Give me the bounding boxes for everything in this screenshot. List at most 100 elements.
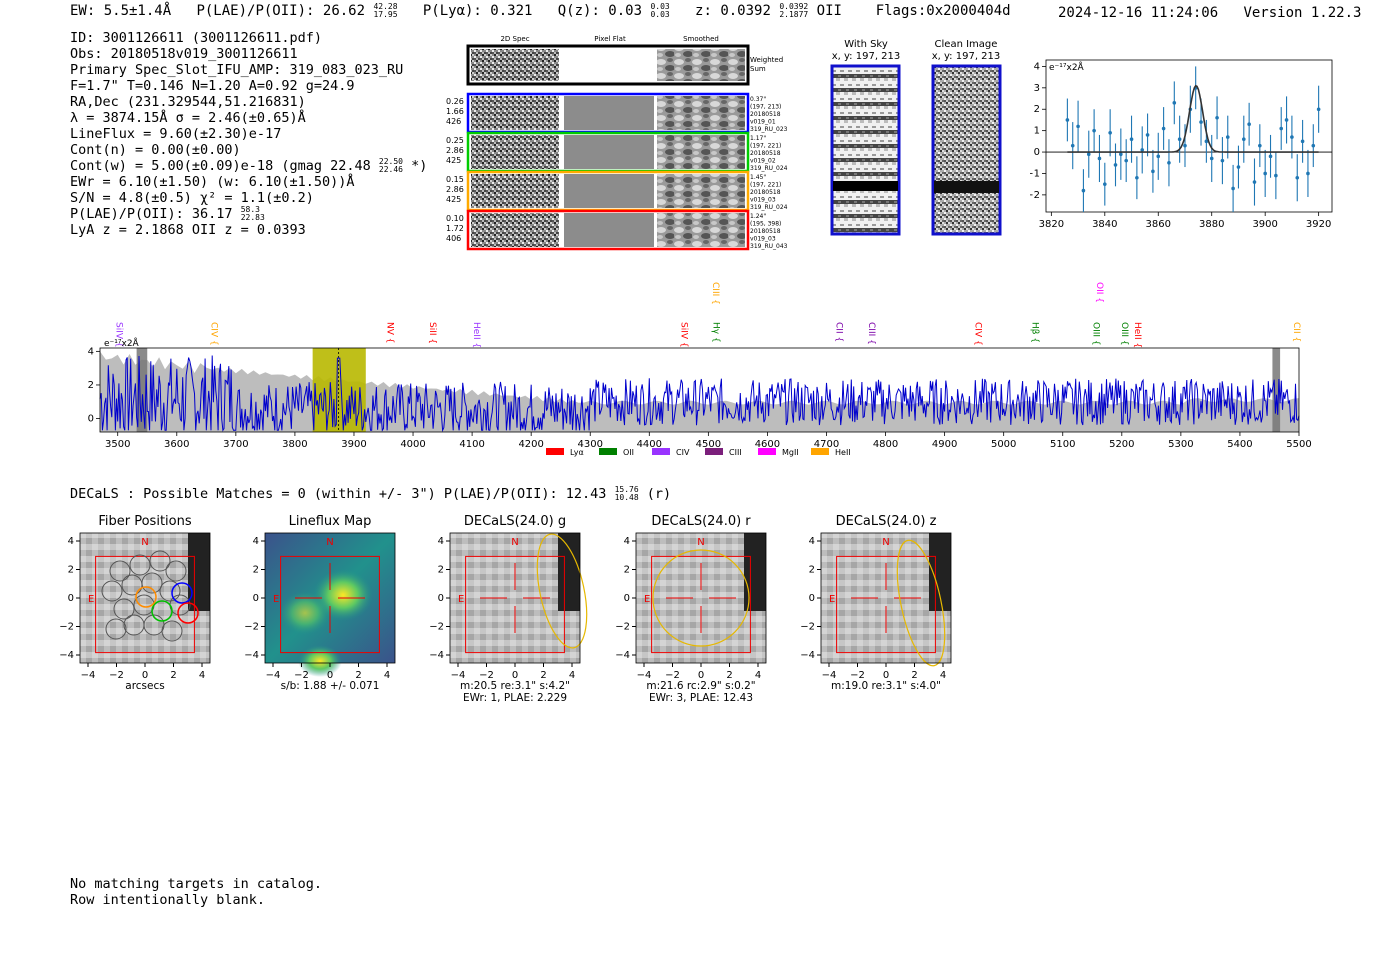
- zoom-point: [1167, 160, 1171, 165]
- info-contw-hi: 22.50: [378, 157, 403, 166]
- decals-ytick-label: −2: [59, 622, 74, 633]
- decals-caption: EWr: 3, PLAE: 12.43: [649, 692, 753, 704]
- zoom-point: [1258, 143, 1262, 148]
- zoom-point: [1140, 148, 1145, 152]
- spectrum-xtick-label: 3900: [341, 439, 366, 450]
- decals-title: DECaLS : Possible Matches = 0 (within +/…: [70, 486, 671, 503]
- aperture-box: [836, 555, 936, 654]
- cutout-right-value: 1.45": [750, 174, 766, 181]
- legend-swatch: [811, 448, 829, 455]
- decals-xtick-label: −4: [266, 670, 281, 681]
- cutout-left-value: 2.86: [446, 146, 464, 155]
- zoom-xtick-label: 3860: [1146, 219, 1171, 230]
- cutout-flat: [564, 213, 654, 247]
- cutout-right-value: v019_03: [750, 197, 776, 204]
- east-label: E: [88, 594, 94, 605]
- cutout-right-value: (197, 221): [750, 182, 781, 189]
- decals-panel-title: DECaLS(24.0) z: [836, 514, 937, 529]
- decals-ytick-label: 4: [68, 536, 74, 547]
- spectrum-xtick-label: 4900: [932, 439, 957, 450]
- cutout-2d: [471, 174, 559, 208]
- decals-xtick-label: 2: [355, 670, 361, 681]
- header-plae: P(LAE)/P(OII): 26.62: [196, 3, 366, 19]
- line-label: OIII {: [1090, 322, 1100, 346]
- line-label: SiIV {: [679, 322, 689, 348]
- north-label: N: [511, 537, 518, 548]
- line-label-group: SiII {: [427, 322, 437, 344]
- cutout-right-value: v019_03: [750, 236, 776, 243]
- decals-xtick-label: −4: [81, 670, 96, 681]
- zoom-ylabel: e⁻¹⁷x2Å: [1049, 61, 1085, 73]
- cutout-left-value: 0.25: [446, 136, 464, 145]
- cutout-2d: [471, 96, 559, 130]
- fiber-highlight: [135, 586, 157, 608]
- zoom-point: [1316, 107, 1321, 112]
- spectrum-frame: [99, 347, 1300, 433]
- header-flags: Flags:0x2000404d: [875, 3, 1011, 19]
- zoom-xtick-label: 3880: [1199, 219, 1224, 230]
- zoom-point: [1177, 137, 1182, 142]
- zoom-point: [1247, 122, 1251, 127]
- spectral-line-labels: SiIV {CIV {NV {SiII {HeII {CIII {SiIV {H…: [113, 282, 1301, 348]
- weighted-2d: [471, 49, 559, 81]
- line-label-group: OIII {: [1119, 322, 1129, 346]
- line-label-group: HeII {: [1132, 322, 1142, 348]
- with-sky-dark-band: [833, 181, 898, 191]
- cutout-flat: [564, 174, 654, 208]
- aperture-box: [651, 555, 751, 654]
- decals-panel-title: DECaLS(24.0) g: [464, 514, 566, 529]
- legend-label: CIII: [729, 448, 742, 457]
- decals-ytick-label: 0: [253, 593, 259, 604]
- decals-ytick-label: 0: [438, 593, 444, 604]
- zoom-point: [1199, 120, 1203, 124]
- cutout-left-value: 406: [446, 234, 461, 243]
- decals-ytick-label: −4: [244, 650, 259, 661]
- cutout-flat: [564, 96, 654, 130]
- decals-xtick-label: 2: [726, 670, 732, 681]
- legend-swatch: [758, 448, 776, 455]
- fiber-circle: [109, 560, 131, 582]
- cutout-right-value: 319_RU_024: [750, 165, 788, 172]
- aperture-box: [465, 555, 565, 654]
- info-id: ID: 3001126611 (3001126611.pdf): [70, 30, 322, 46]
- cutout-left-value: 0.26: [446, 97, 464, 106]
- east-label: E: [458, 594, 464, 605]
- zoom-point: [1279, 126, 1284, 131]
- cutout-right-value: 20180518: [750, 111, 781, 118]
- cutout-right-value: 319_RU_043: [750, 243, 788, 250]
- zoom-point: [1263, 171, 1267, 176]
- spectrum-xtick-label: 4100: [459, 439, 484, 450]
- fiber-circle: [159, 580, 181, 602]
- line-label: SiII {: [427, 322, 437, 344]
- zoom-ytick-label: 3: [1034, 83, 1040, 94]
- spectrum-xtick-label: 3800: [282, 439, 307, 450]
- decals-ytick-label: 2: [438, 565, 444, 576]
- info-fparams: F=1.7" T=0.146 N=1.20 A=0.92 g=24.9: [70, 78, 355, 94]
- zoom-point: [1215, 116, 1219, 120]
- decals-title-lo: 10.48: [614, 493, 639, 502]
- footer-line-1: No matching targets in catalog.: [70, 876, 322, 892]
- decals-ytick-label: 0: [809, 593, 815, 604]
- line-label-group: CIV {: [209, 322, 219, 346]
- lineflux-blob: [279, 591, 331, 635]
- zoom-ytick-label: 0: [1034, 147, 1040, 158]
- header-right: 2024-12-16 11:24:06 Version 1.22.3: [1058, 5, 1361, 21]
- info-contw: Cont(w) = 5.00(±0.09)e-18 (gmag 22.48: [70, 158, 371, 174]
- clean-title: Clean Image: [935, 39, 998, 50]
- line-label: CII {: [1291, 322, 1301, 342]
- cutout-flat: [564, 135, 654, 169]
- with-sky-image: [830, 64, 901, 236]
- header-plya: P(Lyα): 0.321: [422, 3, 533, 19]
- legend-label: OII: [623, 448, 634, 457]
- zoom-point: [1268, 154, 1273, 159]
- spectrum-xtick-label: 4300: [578, 439, 603, 450]
- east-label: E: [644, 594, 650, 605]
- cutout-right-value: (195, 398): [750, 221, 781, 228]
- info-sn: S/N = 4.8(±0.5) χ² = 1.1(±0.2): [70, 190, 314, 206]
- line-label: SiIV {: [113, 322, 123, 348]
- line-label-group: Hγ {: [711, 322, 721, 343]
- zoom-point: [1124, 158, 1128, 163]
